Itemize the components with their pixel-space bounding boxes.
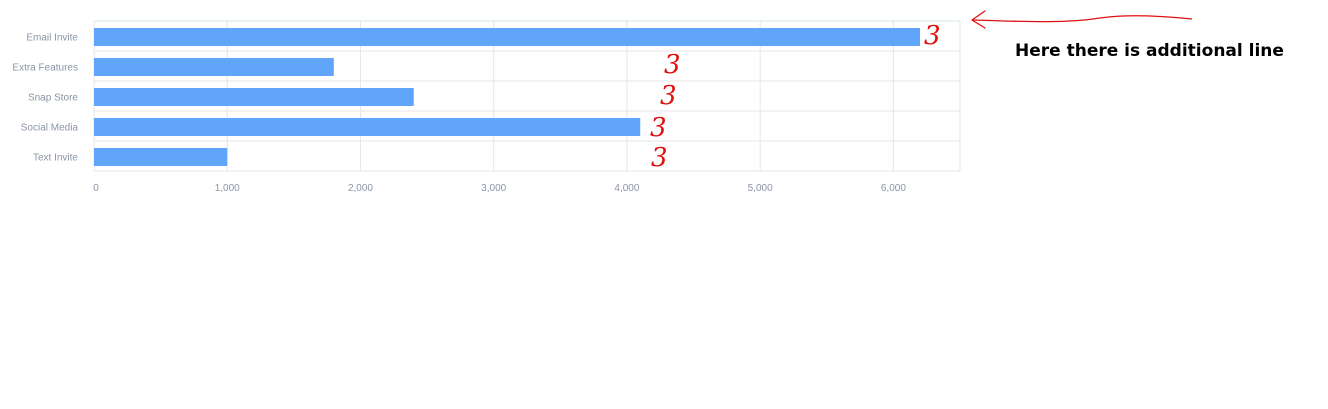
x-tick-label: 5,000	[748, 183, 773, 194]
x-tick-label: 3,000	[481, 183, 506, 194]
bar	[94, 88, 414, 106]
red-arrow	[971, 10, 1193, 29]
red-arrow-shaft	[972, 15, 1193, 23]
bar	[94, 148, 228, 166]
x-tick-label: 0	[93, 183, 99, 194]
bar	[94, 58, 334, 76]
bars	[94, 28, 921, 166]
bar	[94, 118, 641, 136]
category-label: Extra Features	[12, 63, 78, 74]
x-tick-labels: 0 1,000 2,000 3,000 4,000 5,000 6,000	[93, 183, 906, 194]
x-tick-label: 4,000	[614, 183, 639, 194]
red-scribble-mark: 3	[660, 81, 677, 111]
red-arrow-head	[971, 10, 986, 29]
category-labels: Email Invite Extra Features Snap Store Soci…	[12, 33, 78, 164]
x-tick-label: 2,000	[348, 183, 373, 194]
red-scribble-mark: 3	[924, 21, 941, 51]
category-label: Snap Store	[28, 93, 78, 104]
bar	[94, 28, 921, 46]
annotation-text: Here there is additional line	[1015, 41, 1284, 61]
category-label: Social Media	[21, 123, 79, 134]
category-label: Email Invite	[26, 33, 78, 44]
x-tick-label: 6,000	[881, 183, 906, 194]
red-scribble-mark: 3	[650, 113, 667, 143]
red-scribble-mark: 3	[664, 50, 681, 80]
category-label: Text Invite	[33, 153, 78, 164]
x-tick-label: 1,000	[215, 183, 240, 194]
red-scribble-mark: 3	[651, 143, 668, 173]
